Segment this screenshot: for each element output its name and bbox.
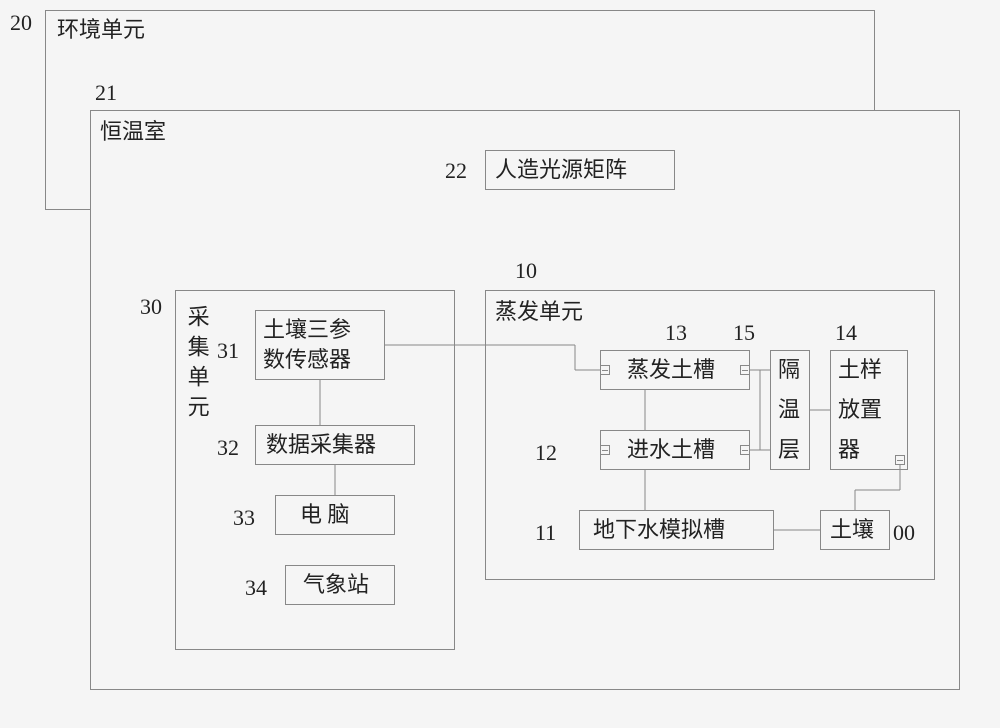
label-evap-unit: 蒸发单元 — [495, 298, 583, 327]
ref-13: 13 — [665, 320, 687, 346]
port-evap-right — [740, 365, 750, 375]
label-inlet-trough: 进水土槽 — [627, 436, 715, 465]
label-insul-l1: 隔 — [778, 356, 800, 385]
port-inlet-right — [740, 445, 750, 455]
ref-32: 32 — [217, 435, 239, 461]
label-gw-sim: 地下水模拟槽 — [593, 516, 725, 545]
label-holder-l2: 放置 — [838, 396, 882, 425]
ref-20: 20 — [10, 10, 32, 36]
label-soil: 土壤 — [830, 516, 874, 545]
ref-00: 00 — [893, 520, 915, 546]
label-env-unit: 环境单元 — [57, 16, 145, 45]
label-computer: 电 脑 — [300, 501, 350, 530]
label-weather: 气象站 — [303, 571, 369, 600]
ref-10: 10 — [515, 258, 537, 284]
ref-31: 31 — [217, 338, 239, 364]
system-diagram: 20 环境单元 21 恒温室 22 人造光源矩阵 10 蒸发单元 30 采集单元… — [45, 10, 965, 710]
port-holder — [895, 455, 905, 465]
label-data-logger: 数据采集器 — [266, 431, 376, 460]
ref-11: 11 — [535, 520, 556, 546]
ref-15: 15 — [733, 320, 755, 346]
port-evap-left — [600, 365, 610, 375]
label-soil-sensor-l2: 数传感器 — [263, 346, 351, 375]
label-insul-l3: 层 — [778, 436, 800, 465]
ref-33: 33 — [233, 505, 255, 531]
label-holder-l1: 土样 — [838, 356, 882, 385]
label-thermo-room: 恒温室 — [100, 118, 166, 147]
label-soil-sensor-l1: 土壤三参 — [263, 316, 351, 345]
ref-21: 21 — [95, 80, 117, 106]
port-inlet-left — [600, 445, 610, 455]
label-light-matrix: 人造光源矩阵 — [495, 156, 627, 185]
ref-22: 22 — [445, 158, 467, 184]
label-collect-unit: 采集单元 — [182, 305, 211, 425]
ref-34: 34 — [245, 575, 267, 601]
ref-12: 12 — [535, 440, 557, 466]
ref-14: 14 — [835, 320, 857, 346]
label-insul-l2: 温 — [778, 396, 800, 425]
ref-30: 30 — [140, 294, 162, 320]
label-holder-l3: 器 — [838, 436, 860, 465]
label-evap-trough: 蒸发土槽 — [627, 356, 715, 385]
